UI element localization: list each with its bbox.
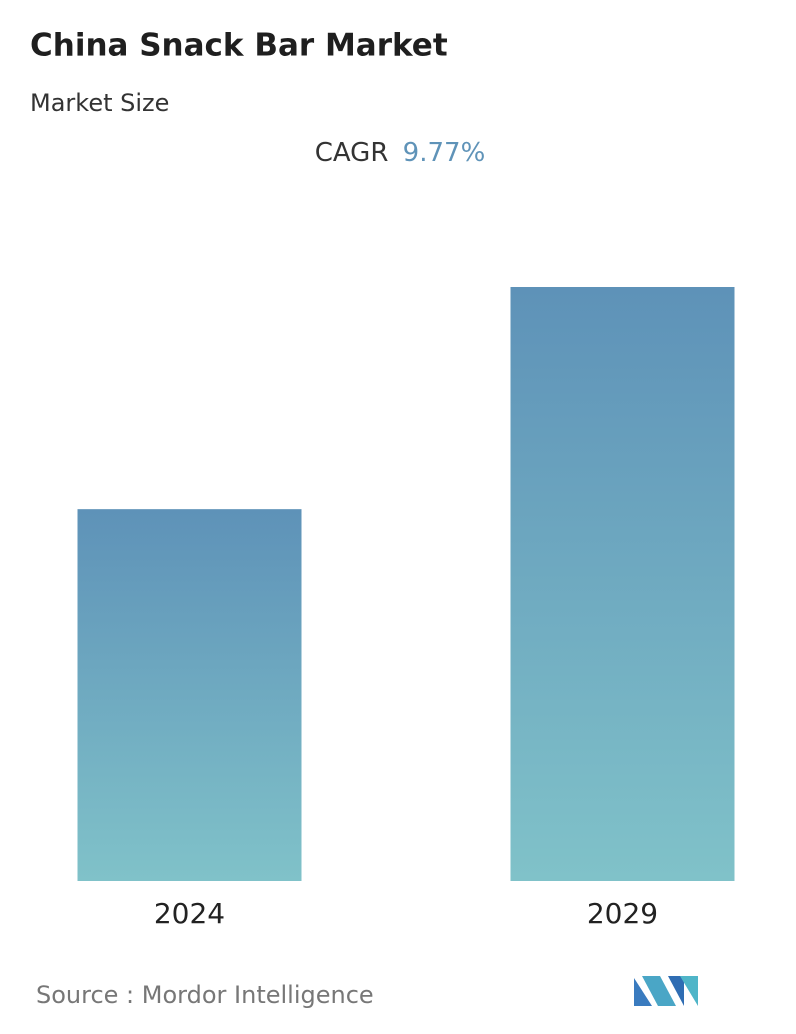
bar: [77, 509, 302, 881]
logo: [634, 976, 698, 1006]
cagr: CAGR 9.77%: [315, 138, 486, 168]
chart-subtitle: Market Size: [30, 89, 169, 117]
chart-title: China Snack Bar Market: [30, 28, 448, 64]
source: Source : Mordor Intelligence: [36, 981, 374, 1009]
cagr-label: CAGR: [315, 138, 389, 168]
x-tick-label: 2029: [587, 897, 658, 930]
x-tick-label: 2024: [154, 897, 225, 930]
bar: [510, 287, 735, 881]
cagr-value: 9.77%: [403, 138, 486, 168]
